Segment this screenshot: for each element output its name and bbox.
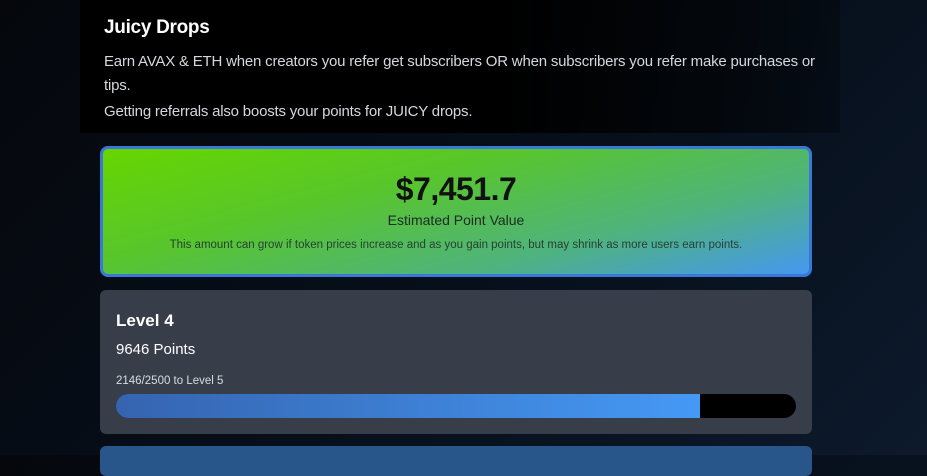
intro-section: Juicy Drops Earn AVAX & ETH when creator… — [80, 0, 840, 133]
estimated-value-card: $7,451.7 Estimated Point Value This amou… — [100, 146, 812, 277]
progress-label: 2146/2500 to Level 5 — [116, 375, 224, 387]
points-total: 9646 Points — [116, 341, 196, 358]
level-progress-fill — [116, 394, 700, 418]
level-card: Level 4 9646 Points 2146/2500 to Level 5 — [100, 290, 812, 434]
level-progress-bar — [116, 394, 796, 418]
intro-description: Earn AVAX & ETH when creators you refer … — [104, 53, 815, 94]
estimated-value-label: Estimated Point Value — [387, 212, 525, 228]
intro-description-2: Getting referrals also boosts your point… — [104, 103, 473, 120]
page-title: Juicy Drops — [104, 17, 210, 38]
next-card — [100, 446, 812, 476]
level-title: Level 4 — [116, 311, 174, 330]
estimated-value-amount: $7,451.7 — [395, 171, 517, 207]
estimated-value-note: This amount can grow if token prices inc… — [169, 239, 743, 251]
